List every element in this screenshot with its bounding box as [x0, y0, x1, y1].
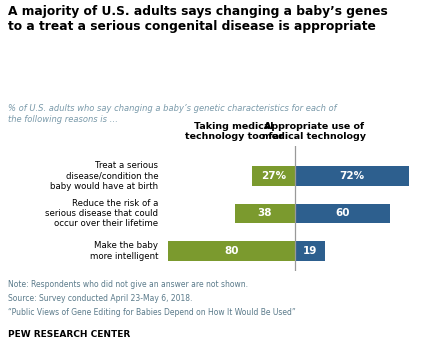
Text: PEW RESEARCH CENTER: PEW RESEARCH CENTER	[8, 330, 131, 339]
Text: 72%: 72%	[339, 171, 365, 181]
Text: Treat a serious
disease/condition the
baby would have at birth: Treat a serious disease/condition the ba…	[50, 161, 158, 191]
Text: 80: 80	[225, 246, 239, 256]
Text: Source: Survey conducted April 23-May 6, 2018.: Source: Survey conducted April 23-May 6,…	[8, 294, 193, 303]
Text: “Public Views of Gene Editing for Babies Depend on How It Would Be Used”: “Public Views of Gene Editing for Babies…	[8, 308, 296, 317]
Text: A majority of U.S. adults says changing a baby’s genes
to a treat a serious cong: A majority of U.S. adults says changing …	[8, 5, 388, 33]
Text: 38: 38	[257, 208, 272, 219]
Text: Appropriate use of
medical technology: Appropriate use of medical technology	[262, 121, 366, 141]
Bar	[235, 204, 295, 223]
Text: % of U.S. adults who say changing a baby’s genetic characteristics for each of
t: % of U.S. adults who say changing a baby…	[8, 104, 337, 124]
Text: Reduce the risk of a
serious disease that could
occur over their lifetime: Reduce the risk of a serious disease tha…	[45, 199, 158, 228]
Text: 60: 60	[335, 208, 349, 219]
Bar	[252, 166, 295, 186]
Text: 19: 19	[303, 246, 317, 256]
Text: Taking medical
technology too far: Taking medical technology too far	[185, 121, 284, 141]
Bar	[168, 241, 295, 261]
Bar	[295, 241, 325, 261]
Text: Make the baby
more intelligent: Make the baby more intelligent	[90, 241, 158, 261]
Bar	[295, 166, 409, 186]
Text: 27%: 27%	[261, 171, 286, 181]
Text: Note: Respondents who did not give an answer are not shown.: Note: Respondents who did not give an an…	[8, 280, 249, 289]
Bar	[295, 204, 390, 223]
